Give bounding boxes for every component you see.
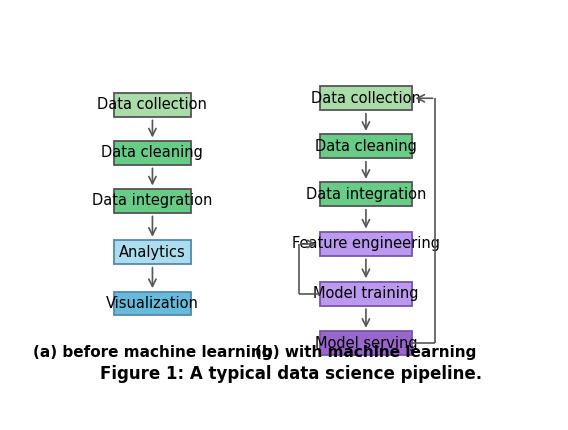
FancyBboxPatch shape xyxy=(114,189,191,213)
Text: Visualization: Visualization xyxy=(106,296,199,311)
Text: Model training: Model training xyxy=(313,286,419,301)
Text: Data cleaning: Data cleaning xyxy=(102,145,203,160)
FancyBboxPatch shape xyxy=(114,141,191,165)
FancyBboxPatch shape xyxy=(114,292,191,316)
Text: Data collection: Data collection xyxy=(311,91,421,106)
Text: Figure 1: A typical data science pipeline.: Figure 1: A typical data science pipelin… xyxy=(100,366,482,384)
FancyBboxPatch shape xyxy=(320,232,412,256)
FancyBboxPatch shape xyxy=(320,86,412,110)
Text: Data integration: Data integration xyxy=(306,187,426,202)
Text: (b) with machine learning: (b) with machine learning xyxy=(255,345,477,360)
Text: (a) before machine learning: (a) before machine learning xyxy=(33,345,272,360)
FancyBboxPatch shape xyxy=(320,282,412,306)
Text: Analytics: Analytics xyxy=(119,245,186,260)
FancyBboxPatch shape xyxy=(320,134,412,158)
Text: Feature engineering: Feature engineering xyxy=(292,237,440,252)
Text: Data collection: Data collection xyxy=(98,98,207,112)
Text: Model serving: Model serving xyxy=(315,336,417,351)
FancyBboxPatch shape xyxy=(320,182,412,206)
Text: Data integration: Data integration xyxy=(92,194,212,209)
FancyBboxPatch shape xyxy=(320,332,412,355)
Text: Data cleaning: Data cleaning xyxy=(315,139,417,154)
FancyBboxPatch shape xyxy=(114,93,191,117)
FancyBboxPatch shape xyxy=(114,240,191,264)
